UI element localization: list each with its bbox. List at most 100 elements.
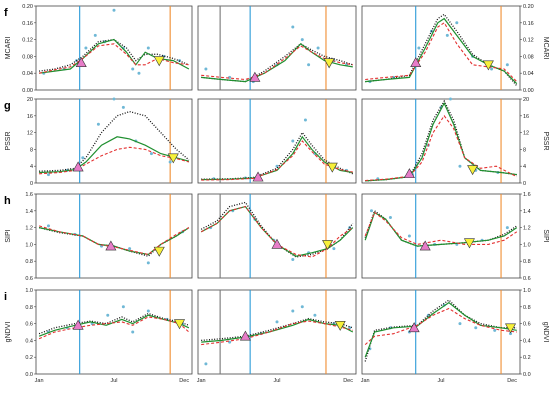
- series-dashed-line: [201, 320, 353, 346]
- data-point: [458, 322, 462, 326]
- series-dashed-line: [201, 45, 353, 81]
- panel-i-2: Jan Jul Dec: [197, 289, 357, 384]
- data-point: [417, 46, 421, 50]
- data-point: [149, 152, 153, 156]
- y-tick-label: 0.8: [523, 259, 531, 265]
- series-solid-line: [201, 318, 354, 343]
- data-point: [474, 326, 478, 330]
- series-dashed-line: [364, 307, 517, 346]
- y-tick-label: 0.8: [25, 259, 33, 265]
- data-point: [168, 160, 172, 164]
- series-dashed-line: [39, 146, 190, 175]
- data-point: [81, 156, 85, 160]
- data-point: [106, 313, 110, 317]
- panel-i-3: 0.0 0.2 0.4 0.6 0.8 1.0 Jan Jul Dec: [361, 288, 531, 384]
- data-point: [46, 173, 50, 177]
- data-point: [291, 25, 295, 29]
- panel-f-2: [197, 5, 357, 91]
- y-tick-label: 0.16: [523, 21, 534, 27]
- data-point: [275, 320, 279, 324]
- down-triangle-marker: [467, 165, 479, 176]
- y-tick-label: 0.00: [22, 88, 33, 94]
- up-triangle-marker: [271, 238, 283, 249]
- data-point: [505, 63, 509, 67]
- data-point: [455, 21, 459, 25]
- y-tick-label: 0.6: [25, 322, 33, 328]
- down-triangle-marker: [167, 153, 179, 164]
- y-tick-label: 0: [30, 181, 33, 187]
- data-point: [509, 332, 513, 336]
- series-dotted-line: [39, 38, 190, 72]
- series-dashed-line: [38, 43, 189, 74]
- y-tick-label: 4: [523, 164, 526, 170]
- y-tick-label: 20: [27, 97, 33, 103]
- y-tick-label: 0.00: [523, 88, 534, 94]
- data-point: [448, 97, 452, 101]
- up-triangle-marker: [75, 57, 87, 67]
- panel-frame: [361, 193, 521, 279]
- row-label: i: [4, 291, 7, 303]
- y-axis-label-left: MCARI: [5, 37, 12, 60]
- x-tick-label: Jan: [197, 378, 206, 384]
- up-triangle-marker: [105, 240, 117, 251]
- data-point: [493, 328, 497, 332]
- y-tick-label: 4: [30, 164, 33, 170]
- panel-h-1: 0.6 0.8 1.0 1.2 1.4 1.6: [25, 192, 193, 282]
- y-tick-label: 1.4: [25, 209, 33, 215]
- y-axis-label-right: PSSR: [542, 131, 549, 150]
- down-triangle-marker: [322, 240, 334, 251]
- series-solid-line: [39, 136, 190, 174]
- series-solid-line: [201, 42, 353, 83]
- panel-frame: [361, 289, 521, 375]
- data-point: [204, 67, 208, 71]
- y-tick-label: 12: [523, 131, 529, 137]
- x-tick-label: Jul: [437, 378, 444, 384]
- data-point: [307, 63, 311, 67]
- y-tick-label: 1.0: [523, 288, 531, 294]
- down-triangle-marker: [482, 60, 494, 71]
- data-point: [131, 67, 135, 71]
- series-dashed-line: [38, 316, 190, 340]
- y-tick-label: 0.4: [523, 338, 531, 344]
- data-point: [84, 46, 88, 50]
- down-triangle-marker: [326, 162, 338, 173]
- series-dotted-line: [201, 131, 354, 180]
- y-tick-label: 8: [30, 147, 33, 153]
- panel-g-1: 0 4 8 12 16 20: [27, 97, 193, 187]
- y-tick-label: 16: [523, 114, 529, 120]
- data-point: [291, 139, 295, 143]
- series-dashed-line: [38, 225, 190, 256]
- y-axis-label-left: gNDVI: [5, 322, 12, 343]
- panel-h-3: 0.6 0.8 1.0 1.2 1.4 1.6: [361, 192, 531, 282]
- y-tick-label: 0.2: [25, 355, 33, 361]
- data-point: [458, 164, 462, 168]
- panel-frame: [197, 193, 357, 279]
- y-tick-label: 0.12: [22, 38, 33, 44]
- data-point: [121, 305, 125, 309]
- y-tick-label: 0: [523, 181, 526, 187]
- y-tick-label: 0.12: [523, 38, 534, 44]
- row-label: h: [4, 195, 11, 207]
- data-point: [445, 33, 449, 37]
- up-triangle-marker: [72, 161, 84, 172]
- up-triangle-marker: [252, 171, 264, 182]
- x-tick-label: Jan: [35, 378, 44, 384]
- y-tick-label: 1.2: [25, 226, 33, 232]
- data-point: [300, 38, 304, 42]
- y-tick-label: 1.0: [523, 242, 531, 248]
- panel-g-3: 0 4 8 12 16 20: [361, 97, 529, 187]
- series-dotted-line: [364, 299, 517, 362]
- y-tick-label: 1.0: [25, 242, 33, 248]
- y-tick-label: 0.20: [22, 4, 33, 10]
- y-tick-label: 0.04: [22, 71, 33, 77]
- y-tick-label: 1.6: [25, 192, 33, 198]
- y-tick-label: 1.4: [523, 209, 531, 215]
- row-label: f: [4, 7, 8, 19]
- y-axis-label-right: SIPI: [542, 229, 549, 242]
- down-triangle-marker: [153, 246, 165, 257]
- y-tick-label: 0.0: [25, 372, 33, 378]
- series-solid-line: [364, 301, 517, 358]
- data-point: [93, 33, 97, 37]
- data-point: [316, 46, 320, 50]
